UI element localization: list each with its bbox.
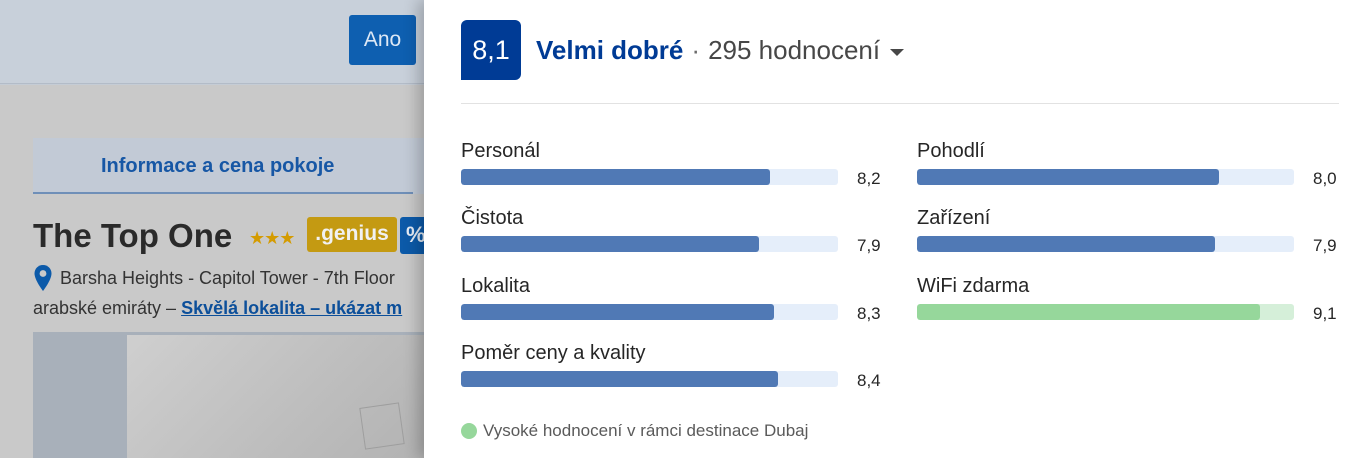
hotel-address: Barsha Heights - Capitol Tower - 7th Flo…: [60, 268, 395, 288]
hotel-photo[interactable]: [33, 332, 433, 458]
map-pin-icon: [33, 264, 53, 297]
category-score: 7,9: [857, 236, 881, 255]
category-score: 8,4: [857, 371, 881, 390]
high-score-note: Vysoké hodnocení v rámci destinace Dubaj: [461, 421, 808, 441]
category-bar-fill: [461, 304, 774, 320]
chevron-down-icon[interactable]: [890, 48, 905, 56]
category-score: 9,1: [1313, 304, 1337, 323]
star-rating-icon: ★★★: [249, 228, 295, 248]
photo-detail: [359, 402, 405, 450]
high-score-dot-icon: [461, 423, 477, 439]
score-label: Velmi dobré: [536, 34, 684, 65]
category-bar-track: [917, 236, 1294, 252]
hotel-address-line2: arabské emiráty – Skvělá lokalita – ukáz…: [33, 298, 402, 319]
tab-room-info[interactable]: Informace a cena pokoje: [33, 138, 413, 194]
category-label: Lokalita: [461, 275, 530, 297]
category-label: WiFi zdarma: [917, 275, 1030, 297]
category-comfort: Pohodlí 8,0: [917, 140, 1339, 196]
category-label: Čistota: [461, 207, 524, 229]
score-badge: 8,1: [461, 20, 521, 80]
category-bar-fill: [917, 236, 1215, 252]
address-country: arabské emiráty –: [33, 298, 182, 318]
category-score: 8,0: [1313, 169, 1337, 188]
genius-badge[interactable]: .genius: [307, 217, 397, 252]
category-free-wifi: WiFi zdarma 9,1: [917, 275, 1339, 331]
category-bar-track: [917, 169, 1294, 185]
category-staff: Personál 8,2: [461, 140, 883, 196]
hotel-name: The Top One: [33, 217, 233, 254]
category-bar-track: [461, 236, 838, 252]
high-score-text: Vysoké hodnocení v rámci destinace Dubaj: [483, 421, 809, 440]
separator-dot: ·: [691, 34, 701, 65]
category-score: 7,9: [1313, 236, 1337, 255]
category-facilities: Zařízení 7,9: [917, 207, 1339, 263]
category-label: Poměr ceny a kvality: [461, 342, 646, 364]
category-bar-track: [461, 304, 838, 320]
review-count[interactable]: 295 hodnocení: [708, 34, 881, 65]
category-bar-fill: [461, 169, 771, 185]
category-bar-fill: [461, 236, 759, 252]
photo-image: [127, 335, 433, 458]
category-label: Personál: [461, 140, 540, 162]
category-bar-fill: [461, 371, 778, 387]
show-map-link[interactable]: Skvělá lokalita – ukázat m: [181, 298, 403, 318]
category-cleanliness: Čistota 7,9: [461, 207, 883, 263]
divider: [461, 103, 1339, 104]
category-value-for-money: Poměr ceny a kvality 8,4: [461, 342, 883, 398]
rating-header[interactable]: 8,1 Velmi dobré · 295 hodnocení: [461, 20, 905, 80]
yes-button[interactable]: Ano: [349, 15, 416, 65]
category-location: Lokalita 8,3: [461, 275, 883, 331]
category-bar-fill: [917, 169, 1219, 185]
category-bar-fill: [917, 304, 1261, 320]
category-bar-track: [461, 169, 838, 185]
category-score: 8,3: [857, 304, 881, 323]
category-label: Pohodlí: [917, 140, 985, 162]
category-label: Zařízení: [917, 207, 991, 229]
category-bar-track: [461, 371, 838, 387]
category-bar-track: [917, 304, 1294, 320]
rating-panel: 8,1 Velmi dobré · 295 hodnocení Personál…: [424, 0, 1361, 458]
category-score: 8,2: [857, 169, 881, 188]
